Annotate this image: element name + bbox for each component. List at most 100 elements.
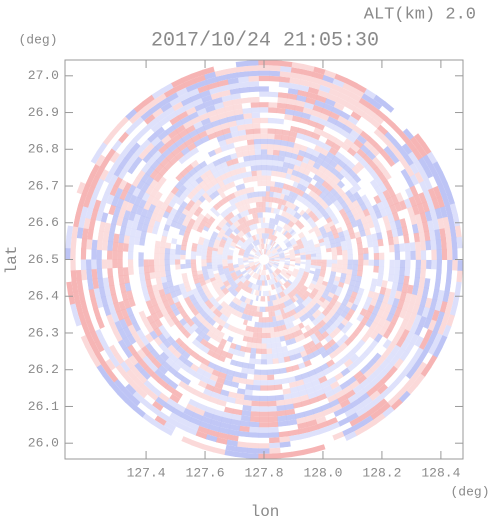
echo-cell <box>302 331 310 339</box>
echo-cell <box>376 383 389 395</box>
echo-cell <box>286 287 292 293</box>
echo-cell <box>299 209 306 216</box>
echo-cell <box>67 292 76 305</box>
echo-cell <box>233 229 239 235</box>
echo-cell <box>217 264 223 268</box>
echo-cell <box>285 305 291 313</box>
echo-cell <box>344 431 357 442</box>
echo-cell <box>253 138 261 145</box>
echo-cell <box>70 202 79 216</box>
echo-cell <box>391 383 403 396</box>
echo-cell <box>209 344 218 353</box>
echo-cell <box>177 142 188 152</box>
echo-cell <box>264 243 267 250</box>
echo-cell <box>333 280 340 287</box>
echo-cell <box>237 260 244 263</box>
echo-cell <box>193 209 201 217</box>
echo-cell <box>355 388 367 399</box>
echo-cell <box>243 241 249 247</box>
echo-cell <box>349 92 362 103</box>
echo-cell <box>320 248 327 254</box>
echo-cell <box>187 155 197 164</box>
echo-cell <box>299 267 305 272</box>
echo-cell <box>238 81 250 88</box>
echo-cell <box>360 144 371 155</box>
echo-cell <box>207 109 218 118</box>
echo-cell <box>320 402 332 412</box>
echo-cell <box>277 239 283 245</box>
echo-cell <box>329 111 341 121</box>
echo-cell <box>277 220 282 227</box>
echo-cell <box>352 248 359 255</box>
echo-cell <box>257 327 263 333</box>
echo-cell <box>428 331 438 344</box>
echo-cell <box>268 102 278 108</box>
echo-cell <box>266 159 273 166</box>
echo-cell <box>250 208 255 214</box>
echo-cell <box>266 250 270 255</box>
echo-cell <box>228 120 238 128</box>
echo-cell <box>259 96 270 103</box>
echo-cell <box>285 339 292 346</box>
echo-cell <box>303 243 310 248</box>
echo-cell <box>169 248 176 255</box>
echo-cell <box>244 273 250 279</box>
echo-cell <box>124 282 132 292</box>
echo-cell <box>286 195 293 203</box>
echo-cell <box>254 234 258 240</box>
echo-cell <box>192 274 199 281</box>
echo-cell <box>132 321 141 332</box>
echo-cell <box>202 411 214 420</box>
echo-cell <box>292 217 299 224</box>
echo-cell <box>300 399 311 407</box>
echo-cell <box>268 252 273 257</box>
echo-cell <box>310 262 317 266</box>
echo-cell <box>73 291 81 304</box>
echo-cell <box>117 390 129 403</box>
echo-cell <box>268 447 281 454</box>
echo-cell <box>281 269 287 274</box>
echo-cell <box>392 274 400 284</box>
echo-cell <box>95 154 106 167</box>
echo-cell <box>274 261 280 264</box>
echo-cell <box>377 124 389 136</box>
echo-cell <box>252 213 256 219</box>
echo-cell <box>307 142 317 150</box>
echo-cell <box>444 280 452 293</box>
echo-cell <box>263 238 265 244</box>
echo-cell <box>334 372 344 382</box>
echo-cell <box>143 293 151 302</box>
echo-cell <box>91 187 101 200</box>
echo-cell <box>354 231 361 239</box>
echo-cell <box>261 280 264 286</box>
echo-cell <box>366 150 377 161</box>
echo-cell <box>150 372 162 383</box>
echo-cell <box>325 270 332 276</box>
echo-cell <box>290 255 296 259</box>
echo-cell <box>105 294 114 306</box>
echo-cell <box>252 390 261 396</box>
echo-cell <box>277 357 285 364</box>
echo-cell <box>280 140 289 147</box>
echo-cell <box>169 253 176 260</box>
echo-cell <box>327 116 338 125</box>
echo-cell <box>261 233 264 239</box>
echo-cell <box>194 407 206 417</box>
echo-cell <box>128 152 139 164</box>
echo-cell <box>256 263 261 267</box>
echo-cell <box>158 342 168 352</box>
echo-cell <box>286 168 294 175</box>
echo-cell <box>292 147 300 155</box>
echo-cell <box>355 102 368 113</box>
echo-cell <box>291 223 297 230</box>
echo-cell <box>344 101 357 112</box>
echo-cell <box>140 279 147 288</box>
echo-cell <box>237 233 243 239</box>
echo-cell <box>339 422 352 432</box>
echo-cell <box>284 200 291 207</box>
echo-cell <box>386 229 394 239</box>
echo-cell <box>391 228 399 238</box>
echo-cell <box>287 245 293 250</box>
echo-cell <box>281 291 286 297</box>
echo-cell <box>402 128 415 141</box>
